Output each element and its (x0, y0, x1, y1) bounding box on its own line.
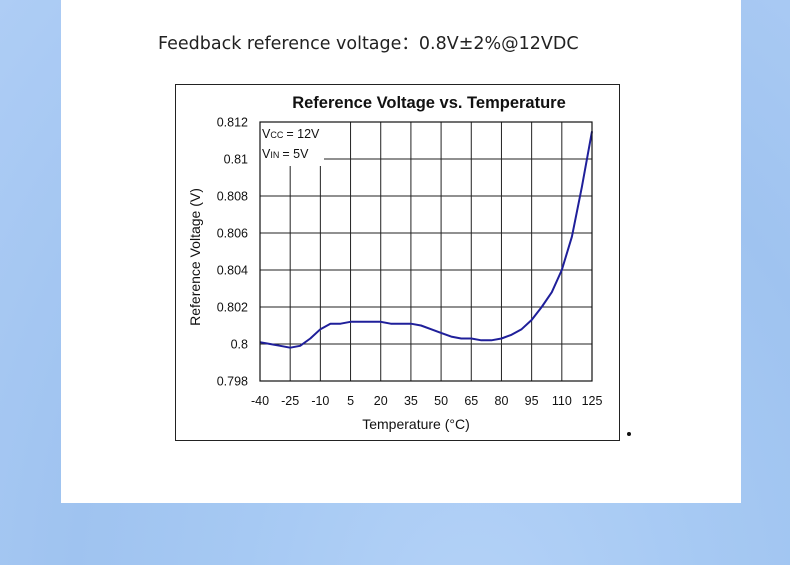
x-tick-label: 80 (495, 394, 509, 408)
y-axis-label: Reference Voltage (V) (187, 188, 203, 326)
x-tick-label: 65 (464, 394, 478, 408)
trailing-dot (627, 432, 631, 436)
x-tick-label: -10 (311, 394, 329, 408)
chart-series (259, 131, 593, 349)
y-tick-label: 0.798 (217, 375, 248, 389)
x-tick-label: 110 (552, 394, 572, 408)
chart-figure: Reference Voltage vs. Temperature 0.798 0… (175, 84, 620, 441)
x-axis-label: Temperature (°C) (362, 416, 470, 432)
y-tick-label: 0.808 (217, 190, 248, 204)
x-tick-label: 35 (404, 394, 418, 408)
y-tick-label: 0.802 (217, 301, 248, 315)
y-tick-label: 0.812 (217, 116, 248, 130)
annotation-box (260, 121, 324, 166)
series-line-0 (259, 131, 593, 349)
chart-title: Reference Voltage vs. Temperature (292, 94, 566, 112)
vin-annotation: VIN = 5V (262, 147, 309, 161)
y-tick-label: 0.8 (231, 338, 248, 352)
y-tick-label: 0.806 (217, 227, 248, 241)
plot-frame (259, 121, 593, 382)
y-tick-label: 0.804 (217, 264, 248, 278)
x-tick-label: 20 (374, 394, 388, 408)
y-tick-labels: 0.798 0.8 0.802 0.804 0.806 0.808 0.81 0.812 (217, 116, 248, 389)
reference-voltage-chart: Reference Voltage vs. Temperature 0.7980… (187, 94, 603, 432)
x-tick-labels: -40 -25 -10 5 20 35 50 65 80 95 110 125 (251, 394, 603, 408)
x-tick-label: -25 (281, 394, 299, 408)
y-tick-label: 0.81 (224, 153, 248, 167)
x-tick-label: 95 (525, 394, 539, 408)
x-tick-label: 5 (347, 394, 354, 408)
x-tick-label: 50 (434, 394, 448, 408)
x-tick-label: 125 (582, 394, 603, 408)
x-tick-label: -40 (251, 394, 269, 408)
feedback-voltage-caption: Feedback reference voltage：0.8V±2%@12VDC (158, 34, 579, 54)
vcc-annotation: VCC = 12V (262, 127, 320, 141)
